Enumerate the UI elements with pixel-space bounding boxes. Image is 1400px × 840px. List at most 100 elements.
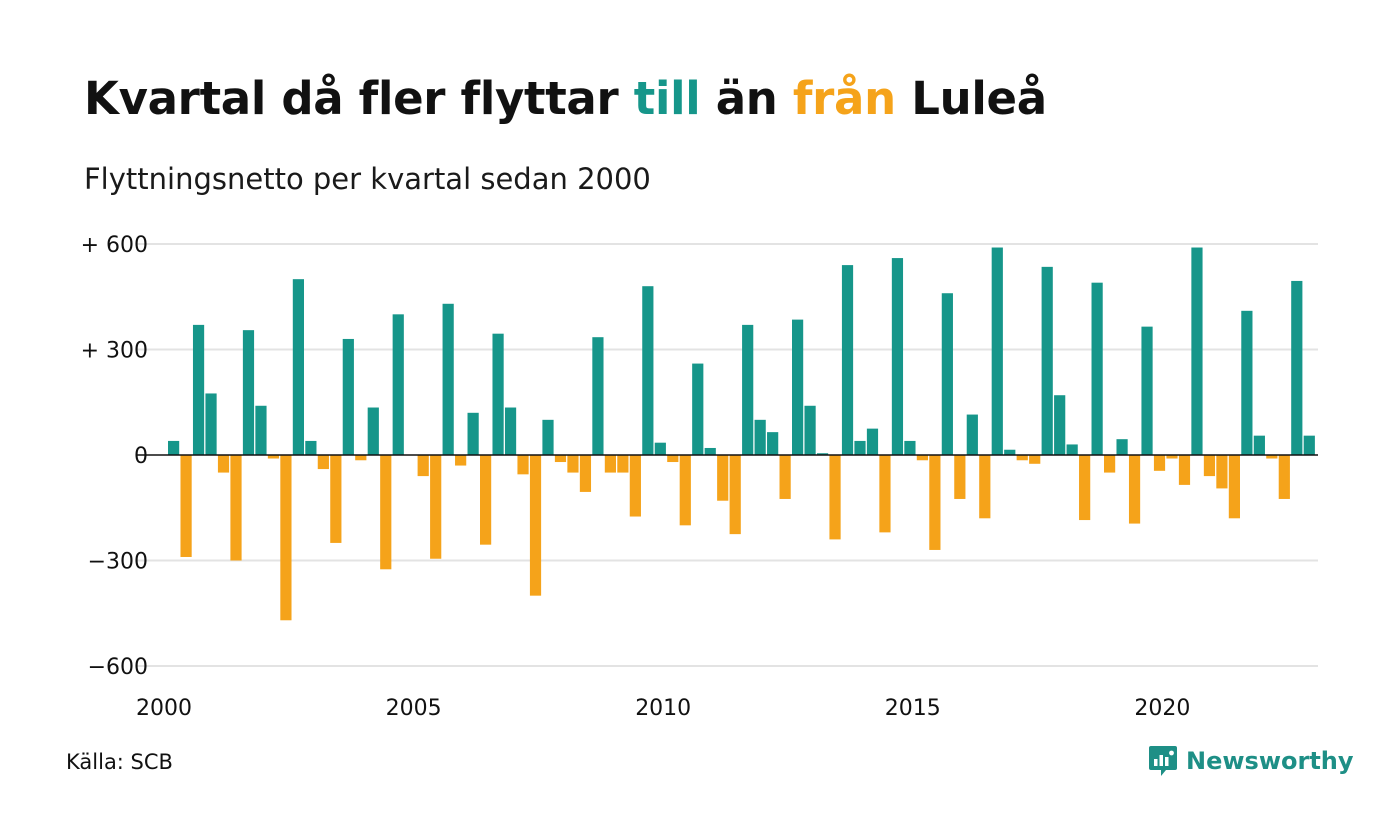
bar-2015-q4 [954,455,966,499]
bar-2011-q1 [717,455,729,501]
bar-2019-q2 [1128,455,1141,524]
y-tick-label: −600 [88,655,148,680]
bar-2001-q2 [230,455,242,561]
gridlines [136,243,1318,667]
bar-2012-q2 [779,455,791,499]
bar-2020-q3 [1191,247,1203,455]
bar-2003-q2 [330,455,342,543]
bar-2005-q1 [417,455,429,477]
bar-2001-q3 [242,330,255,455]
x-tick-label: 2010 [635,696,691,721]
bar-2005-q3 [442,303,454,455]
y-tick-label: −300 [88,550,148,575]
bar-chart: + 600 + 300 0 −300 −600 2000 2005 2010 2015 2020 [81,233,1318,721]
bar-2002-q4 [305,440,317,455]
x-tick-label: 2000 [136,696,192,721]
bar-2010-q4 [704,447,716,455]
x-tick-label: 2015 [885,696,941,721]
bar-2004-q2 [380,455,392,570]
bar-2022-q1 [1266,455,1278,459]
bar-2008-q1 [567,455,579,473]
bar-2014-q1 [866,428,879,456]
bars [168,247,1315,621]
bar-2007-q1 [517,455,529,475]
bar-2018-q4 [1104,455,1116,473]
bar-2010-q2 [679,455,691,526]
bar-2013-q1 [816,453,829,455]
bar-2005-q4 [455,455,467,466]
title-part-2: än [700,72,793,125]
bar-2011-q2 [729,455,741,535]
bar-2001-q4 [255,405,267,455]
bar-2016-q2 [979,455,991,519]
bar-2018-q1 [1066,444,1078,455]
bar-2003-q1 [317,455,329,470]
bar-2009-q1 [617,455,629,473]
y-tick-label: 0 [134,444,148,469]
bar-2008-q2 [579,455,592,492]
bar-2011-q3 [742,324,754,455]
bar-2013-q3 [841,265,854,455]
bar-2015-q1 [916,455,928,461]
bar-2016-q3 [991,247,1003,455]
bar-2016-q4 [1004,449,1016,455]
chart-title: Kvartal då fler flyttar till än från Lul… [84,72,1047,125]
bar-2015-q3 [941,293,953,455]
bar-2017-q2 [1029,455,1041,464]
y-tick-label: + 600 [81,233,148,258]
bar-2014-q4 [904,440,916,455]
bar-2009-q3 [642,286,654,455]
y-axis-ticks: + 600 + 300 0 −300 −600 [81,233,148,680]
bar-2012-q1 [767,432,779,455]
bar-2019-q3 [1141,326,1153,455]
bar-2002-q2 [280,455,292,621]
y-tick-label: + 300 [81,339,148,364]
bar-2006-q2 [480,455,492,545]
bar-2007-q4 [554,455,567,463]
bar-2009-q2 [629,455,641,517]
bar-2022-q3 [1291,280,1303,455]
x-axis-ticks: 2000 2005 2010 2015 2020 [136,696,1190,721]
brand-name: Newsworthy [1186,747,1354,775]
bar-2003-q3 [342,338,354,455]
bar-2019-q1 [1116,439,1128,455]
bar-2007-q3 [542,419,554,455]
title-part-3: Luleå [895,72,1047,125]
bar-2022-q4 [1303,435,1315,455]
bar-2013-q4 [854,440,866,455]
bar-2011-q4 [754,419,766,455]
bar-2021-q3 [1241,310,1253,455]
bar-2009-q4 [654,442,666,455]
bar-2000-q2 [180,455,192,557]
bar-2008-q4 [604,455,616,473]
title-highlight-fran: från [792,72,896,125]
bar-2008-q3 [592,337,604,455]
bar-2017-q4 [1054,395,1066,455]
bar-2014-q2 [879,455,891,533]
title-part-1: Kvartal då fler flyttar [84,72,634,125]
bar-2006-q1 [467,412,479,455]
chart-subtitle: Flyttningsnetto per kvartal sedan 2000 [84,162,651,196]
x-tick-label: 2020 [1134,696,1190,721]
bar-2021-q2 [1228,455,1240,519]
bar-2013-q2 [829,455,841,540]
source-note: Källa: SCB [66,750,173,774]
bar-2000-q1 [168,440,180,455]
bar-2016-q1 [966,414,978,455]
bar-2000-q4 [205,393,217,455]
bar-2012-q4 [804,405,816,455]
bar-2014-q3 [891,258,904,455]
bar-2022-q2 [1278,455,1290,499]
bar-2006-q4 [504,407,517,455]
bar-2019-q4 [1153,455,1166,471]
bar-2002-q1 [267,455,280,459]
bar-2000-q3 [192,324,205,455]
x-tick-label: 2005 [386,696,442,721]
bar-2015-q2 [929,455,941,550]
bar-2012-q3 [792,319,804,455]
bar-2002-q3 [292,279,304,455]
bar-2005-q2 [430,455,442,559]
bar-2020-q1 [1166,455,1178,459]
bar-2006-q3 [492,333,504,455]
bar-2010-q3 [692,363,704,455]
